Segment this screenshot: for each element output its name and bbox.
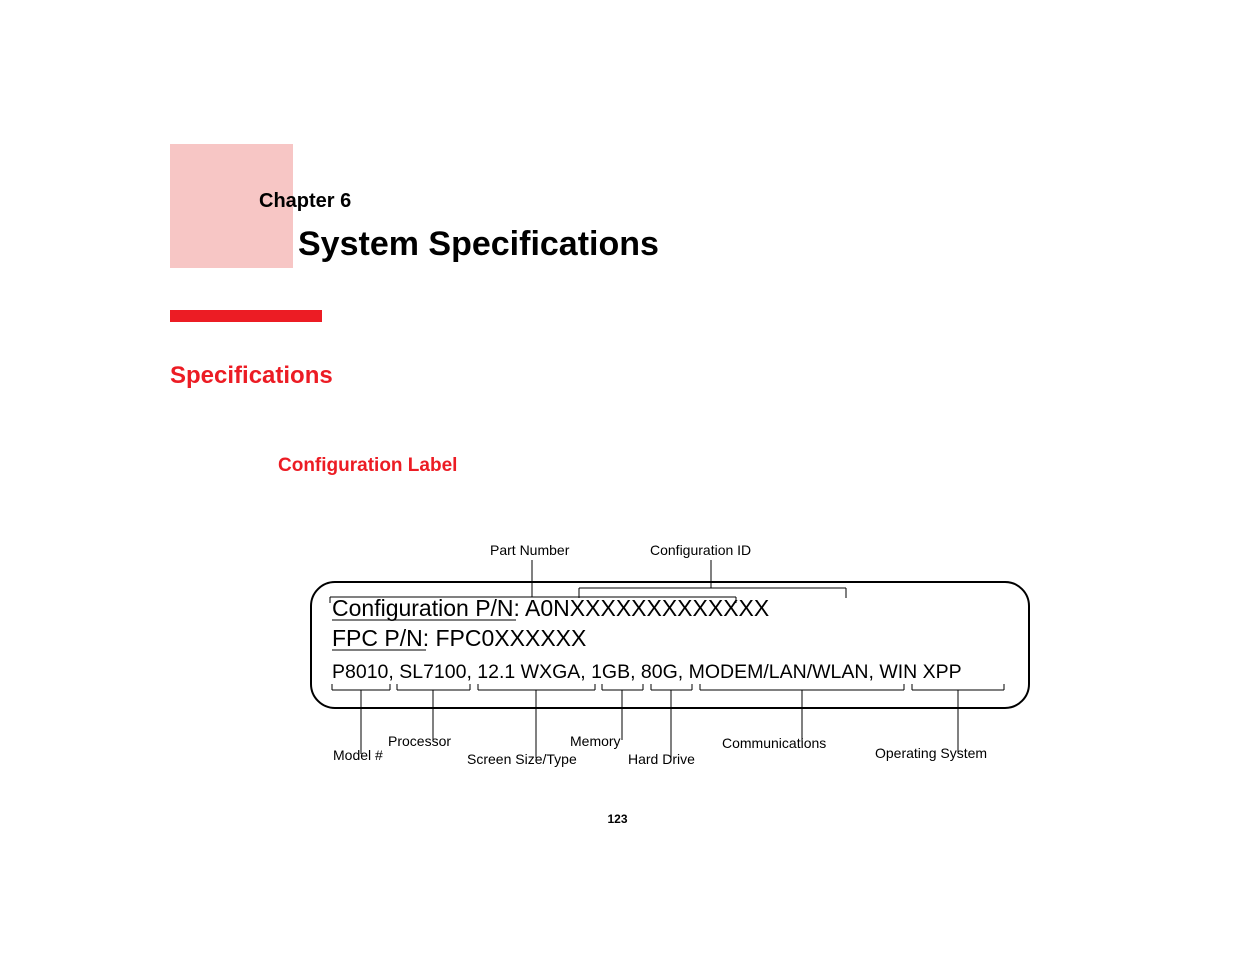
svg-text:Screen Size/Type: Screen Size/Type — [467, 751, 577, 767]
svg-text:Hard Drive: Hard Drive — [628, 751, 695, 767]
svg-text:FPC P/N: FPC0XXXXXX: FPC P/N: FPC0XXXXXX — [332, 625, 586, 651]
decorative-red-bar — [170, 310, 322, 322]
svg-text:Part Number: Part Number — [490, 542, 570, 558]
configuration-label-diagram: Configuration P/N: A0NXXXXXXXXXXXXX FPC P… — [310, 530, 1030, 810]
chapter-label: Chapter 6 — [259, 190, 351, 213]
svg-text:Model #: Model # — [333, 747, 383, 763]
page-number: 123 — [0, 812, 1235, 826]
svg-text:Operating System: Operating System — [875, 745, 987, 761]
document-page: Chapter 6 System Specifications Specific… — [0, 0, 1235, 954]
svg-text:Configuration P/N: A0NXXXXXXXX: Configuration P/N: A0NXXXXXXXXXXXXX — [332, 595, 769, 621]
svg-text:Configuration ID: Configuration ID — [650, 542, 751, 558]
svg-text:Communications: Communications — [722, 735, 826, 751]
section-heading: Specifications — [170, 362, 333, 390]
svg-text:Memory: Memory — [570, 733, 621, 749]
chapter-title: System Specifications — [298, 225, 659, 264]
svg-text:Processor: Processor — [388, 733, 451, 749]
subsection-heading: Configuration Label — [278, 455, 457, 477]
svg-text:P8010, SL7100, 12.1 WXGA, 1GB,: P8010, SL7100, 12.1 WXGA, 1GB, 80G, MODE… — [332, 661, 962, 683]
